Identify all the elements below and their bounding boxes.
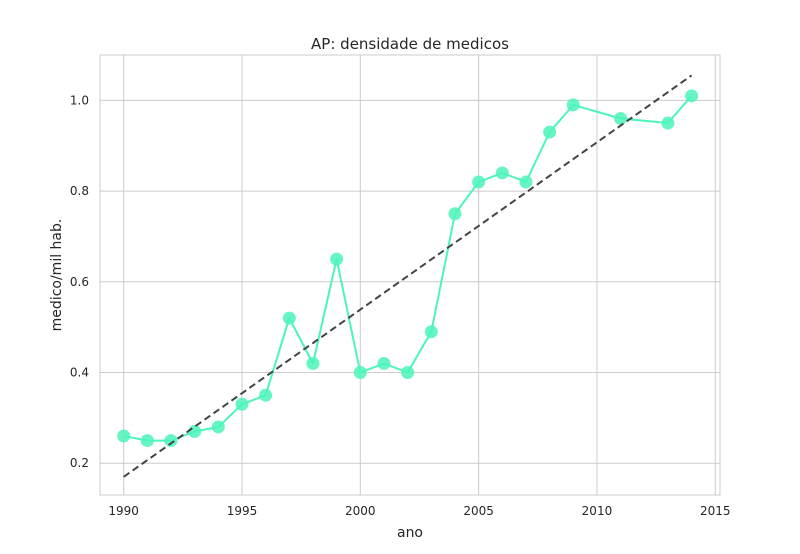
x-tick-label: 2005: [463, 504, 494, 518]
tick-labels: 1990 1995 2000 2005 2010 2015 0.2 0.4 0.6 0.8 1.0: [70, 93, 731, 518]
x-tick-label: 1995: [227, 504, 258, 518]
data-point: [448, 207, 462, 221]
data-point: [472, 175, 486, 189]
data-point: [495, 166, 509, 180]
data-point: [377, 356, 391, 370]
y-tick-label: 1.0: [70, 93, 89, 107]
y-tick-label: 0.4: [70, 366, 89, 380]
data-point: [519, 175, 533, 189]
trend-line: [123, 74, 693, 478]
series: [117, 74, 699, 478]
data-point: [401, 366, 415, 380]
data-point: [424, 325, 438, 339]
data-point: [282, 311, 296, 325]
grid: [100, 55, 720, 495]
data-point: [661, 116, 675, 130]
data-point: [330, 252, 344, 266]
x-axis-label: ano: [397, 525, 423, 541]
data-point: [306, 356, 320, 370]
data-point: [614, 112, 628, 126]
x-tick-label: 1990: [108, 504, 139, 518]
x-tick-label: 2010: [582, 504, 613, 518]
y-axis-label: medico/mil hab.: [49, 219, 65, 332]
data-point: [188, 424, 202, 438]
y-tick-label: 0.6: [70, 275, 89, 289]
data-point: [140, 434, 154, 448]
data-point: [353, 366, 367, 380]
data-point: [259, 388, 273, 402]
x-tick-label: 2000: [345, 504, 376, 518]
data-point: [566, 98, 580, 112]
data-point: [235, 397, 249, 411]
data-point: [117, 429, 131, 443]
y-tick-label: 0.2: [70, 456, 89, 470]
chart-title: AP: densidade de medicos: [311, 35, 509, 53]
data-point: [685, 89, 699, 103]
data-point: [543, 125, 557, 139]
plot-area: [99, 54, 721, 496]
y-tick-label: 0.8: [70, 184, 89, 198]
data-point: [211, 420, 225, 434]
x-tick-label: 2015: [700, 504, 731, 518]
data-point: [164, 434, 178, 448]
